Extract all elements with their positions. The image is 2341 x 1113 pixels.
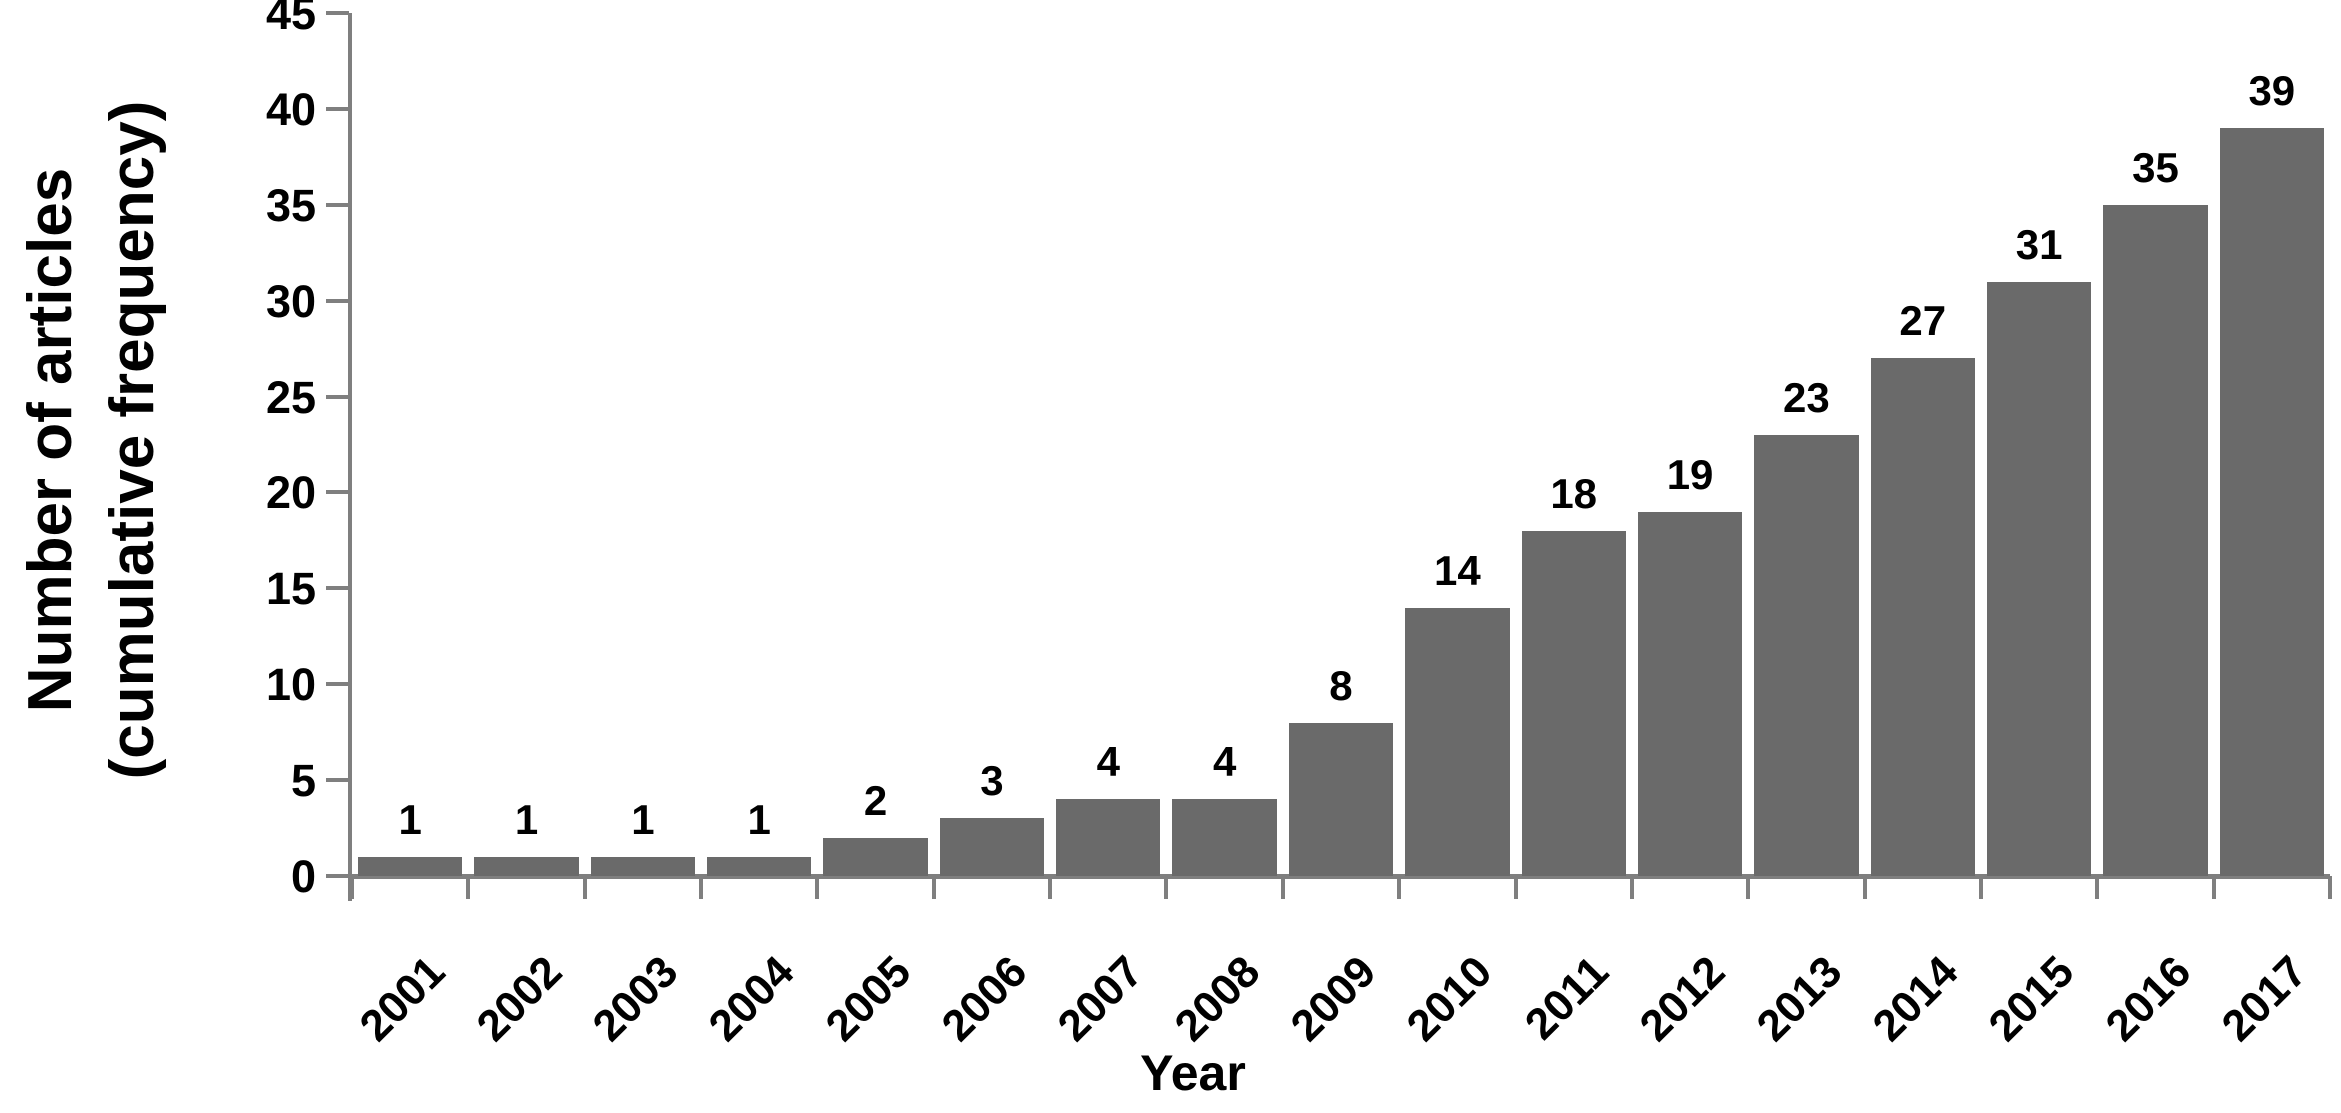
x-axis-tick bbox=[582, 876, 587, 899]
x-axis-tick bbox=[1048, 876, 1053, 899]
x-axis-tick bbox=[1397, 876, 1402, 899]
bar-2004 bbox=[707, 856, 812, 876]
y-axis-tick bbox=[326, 586, 349, 591]
y-tick-label: 0 bbox=[290, 851, 316, 902]
bar-value-label: 35 bbox=[2132, 143, 2179, 191]
x-tick-label: 2012 bbox=[1630, 946, 1735, 1051]
bar-2017 bbox=[2219, 128, 2324, 876]
bar-2002 bbox=[474, 856, 579, 876]
y-tick-label: 15 bbox=[265, 563, 316, 615]
y-tick-label: 10 bbox=[265, 659, 316, 711]
bar-2003 bbox=[590, 856, 696, 876]
x-tick-label: 2016 bbox=[2096, 946, 2200, 1051]
bar-value-label: 1 bbox=[514, 795, 539, 843]
bar-value-label: 27 bbox=[1899, 297, 1947, 345]
bar-2013 bbox=[1754, 434, 1859, 876]
x-axis-tick bbox=[2095, 876, 2100, 899]
bar-value-label: 14 bbox=[1433, 546, 1481, 594]
bar-value-label: 1 bbox=[631, 795, 655, 843]
x-tick-label: 2013 bbox=[1747, 946, 1851, 1051]
x-tick-label: 2009 bbox=[1281, 946, 1386, 1051]
x-tick-label: 2004 bbox=[699, 946, 804, 1051]
y-axis-tick bbox=[326, 778, 349, 783]
bar-2014 bbox=[1870, 358, 1975, 876]
x-axis-tick bbox=[1746, 876, 1751, 899]
bar-2005 bbox=[823, 837, 928, 876]
x-tick-label: 2001 bbox=[350, 946, 455, 1051]
x-axis-tick bbox=[466, 876, 471, 899]
x-axis-tick bbox=[350, 876, 354, 899]
bar-value-label: 31 bbox=[2015, 220, 2063, 268]
bar-value-label: 4 bbox=[1096, 738, 1120, 786]
bar-2008 bbox=[1172, 799, 1277, 876]
bar-value-label: 19 bbox=[1666, 450, 1714, 498]
x-axis-tick bbox=[1513, 876, 1518, 899]
x-tick-label: 2002 bbox=[467, 946, 572, 1051]
bar-value-label: 18 bbox=[1550, 469, 1598, 517]
bar-2011 bbox=[1521, 530, 1626, 876]
x-axis-tick bbox=[931, 876, 936, 899]
bar-2012 bbox=[1637, 511, 1743, 876]
x-axis-title: Year bbox=[1140, 1045, 1246, 1101]
y-axis-title: Number of articles (cumulative frequency… bbox=[16, 100, 167, 780]
x-axis-tick bbox=[1862, 876, 1867, 899]
bar-2006 bbox=[939, 818, 1045, 876]
bar-2001 bbox=[358, 856, 463, 876]
x-tick-label: 2017 bbox=[2212, 946, 2317, 1051]
x-tick-label: 2014 bbox=[1863, 946, 1968, 1051]
y-tick-label: 20 bbox=[265, 467, 316, 519]
bar-value-label: 1 bbox=[747, 795, 771, 843]
y-axis-line bbox=[348, 13, 352, 901]
y-tick-label: 30 bbox=[265, 275, 316, 327]
y-axis-tick bbox=[326, 682, 349, 687]
bar-2016 bbox=[2103, 204, 2208, 876]
y-axis-tick bbox=[326, 11, 349, 15]
bar-value-label: 8 bbox=[1329, 661, 1353, 709]
y-axis-tick bbox=[326, 106, 349, 111]
x-tick-label: 2010 bbox=[1398, 946, 1502, 1051]
y-axis-tick bbox=[326, 202, 349, 207]
x-tick-label: 2005 bbox=[816, 946, 921, 1051]
x-axis-tick bbox=[1978, 876, 1983, 899]
x-tick-label: 2003 bbox=[583, 946, 688, 1051]
x-axis-tick bbox=[815, 876, 820, 899]
x-axis-tick bbox=[699, 876, 704, 899]
y-tick-label: 35 bbox=[265, 179, 316, 231]
x-axis-tick bbox=[1629, 876, 1634, 899]
bar-2009 bbox=[1288, 722, 1394, 876]
x-axis-tick bbox=[1164, 876, 1169, 899]
y-tick-label: 40 bbox=[265, 83, 316, 135]
y-axis-tick bbox=[326, 490, 349, 495]
bar-value-label: 23 bbox=[1783, 373, 1830, 421]
x-axis-tick bbox=[1280, 876, 1285, 899]
x-tick-label: 2006 bbox=[932, 946, 1037, 1051]
x-axis-line bbox=[348, 874, 2330, 879]
y-axis-tick bbox=[326, 394, 349, 399]
bar-value-label: 1 bbox=[398, 795, 422, 843]
bar-value-label: 4 bbox=[1212, 738, 1237, 786]
bar-2015 bbox=[1986, 281, 2092, 876]
y-tick-label: 5 bbox=[290, 755, 316, 807]
plot-area: 0 5 10 15 20 25 30 35 40 45 1 2001 1 2002 1 2003 1 2004 2 2… bbox=[266, 0, 2332, 1051]
bar-value-label: 39 bbox=[2248, 67, 2296, 115]
bar-2010 bbox=[1405, 607, 1510, 876]
x-tick-label: 2011 bbox=[1516, 946, 1619, 1050]
bar-value-label: 3 bbox=[980, 757, 1004, 805]
y-tick-label: 25 bbox=[265, 371, 316, 423]
x-tick-label: 2015 bbox=[1979, 946, 2084, 1051]
y-axis-tick bbox=[326, 298, 349, 303]
x-axis-tick bbox=[2211, 876, 2216, 899]
x-axis-tick bbox=[2328, 876, 2332, 899]
x-tick-label: 2008 bbox=[1165, 946, 1270, 1051]
y-tick-label: 45 bbox=[265, 0, 316, 39]
y-axis-tick bbox=[326, 874, 349, 878]
bar-value-label: 2 bbox=[863, 776, 888, 824]
x-tick-label: 2007 bbox=[1048, 946, 1153, 1051]
bar-2007 bbox=[1056, 799, 1161, 876]
